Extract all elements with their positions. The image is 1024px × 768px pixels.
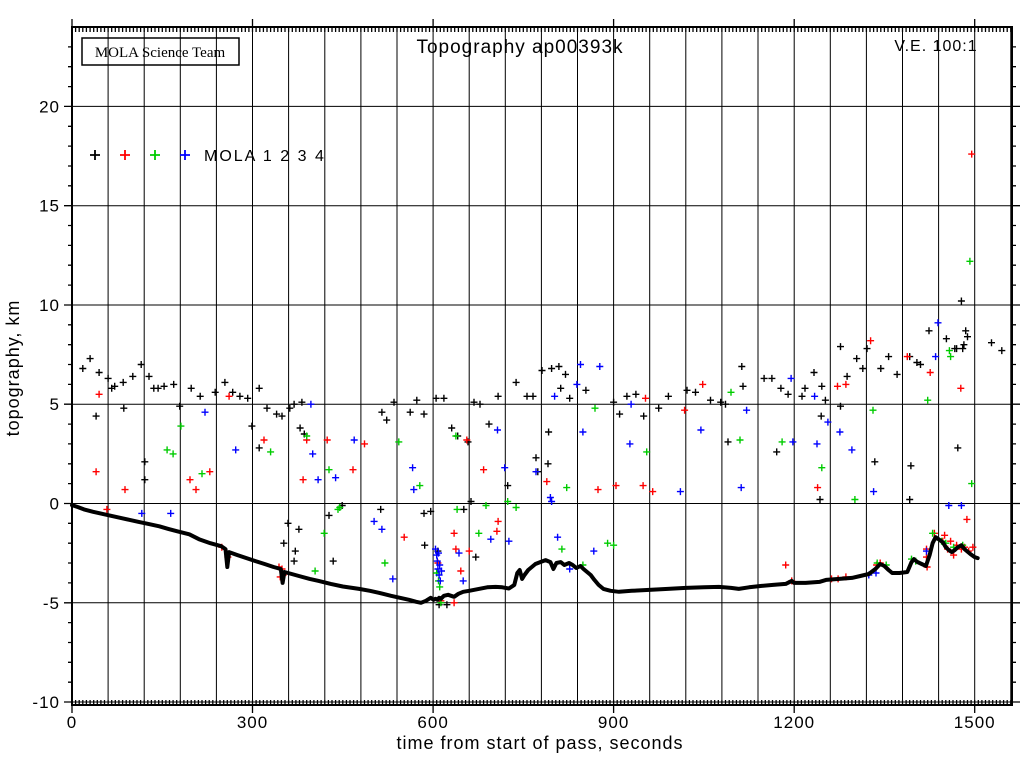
ground-track xyxy=(70,503,980,605)
tick-labels: 0 300 600 900 1200 1500 -10 -5 0 5 10 15 20 xyxy=(32,97,996,732)
x-tick-label: 1200 xyxy=(773,713,815,732)
frame-rect xyxy=(71,26,1013,706)
x-tick-label: 0 xyxy=(67,713,77,732)
x-tick-label: 600 xyxy=(417,713,448,732)
y-tick-label: 20 xyxy=(39,97,60,116)
vertical-exaggeration-label: V.E. 100:1 xyxy=(894,38,977,55)
chart-title: Topography ap00393k xyxy=(416,37,623,58)
legend-plus-markers xyxy=(90,150,190,160)
stamp-text: MOLA Science Team xyxy=(95,45,226,61)
legend-marker-mola-2 xyxy=(120,150,130,160)
grid-path xyxy=(72,27,1012,705)
stamp-box xyxy=(81,37,240,66)
scatter-series-mola4 xyxy=(138,319,965,585)
x-axis-title: time from start of pass, seconds xyxy=(396,733,683,753)
y-tick-label: 5 xyxy=(50,395,60,414)
plot-frame xyxy=(71,26,1013,706)
ground-track-line xyxy=(70,503,980,605)
ticks-path xyxy=(64,19,1020,713)
x-tick-label: 900 xyxy=(598,713,629,732)
y-tick-label: -10 xyxy=(32,693,60,712)
legend-marker-mola-1 xyxy=(90,150,100,160)
y-tick-label: 10 xyxy=(39,296,60,315)
legend: MOLA 1 2 3 4 xyxy=(90,148,326,165)
legend-label: MOLA 1 2 3 4 xyxy=(204,148,326,165)
y-tick-label: 15 xyxy=(39,197,60,216)
axis-ticks xyxy=(64,19,1020,713)
grid-lines xyxy=(72,27,1012,705)
scatter-series-mola3 xyxy=(163,257,976,607)
x-tick-label: 1500 xyxy=(954,713,996,732)
scatter-series-mola2 xyxy=(92,150,977,607)
y-axis-title: topography, km xyxy=(3,300,23,437)
y-tick-label: -5 xyxy=(43,594,60,613)
legend-marker-mola-3 xyxy=(150,150,160,160)
x-tick-label: 300 xyxy=(237,713,268,732)
legend-marker-mola-4 xyxy=(180,150,190,160)
y-tick-label: 0 xyxy=(50,495,60,514)
